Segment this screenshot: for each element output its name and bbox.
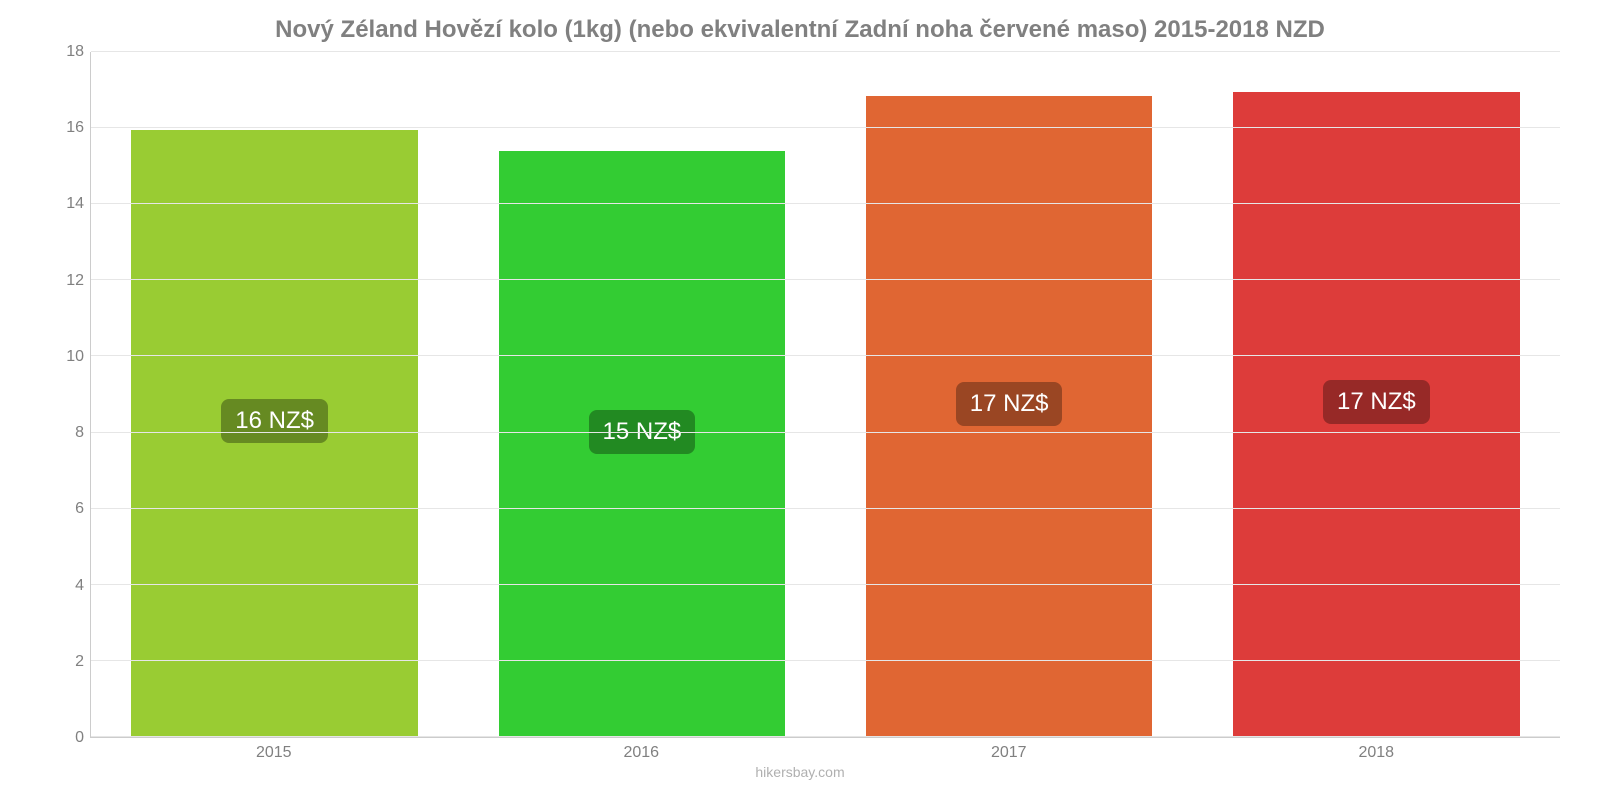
y-axis: 024681012141618 [40, 52, 90, 738]
x-tick-label: 2018 [1193, 744, 1561, 762]
attribution: hikersbay.com [40, 764, 1560, 780]
gridline [91, 508, 1560, 509]
bar: 17 NZ$ [866, 96, 1152, 737]
bar-slot: 16 NZ$ [91, 52, 458, 737]
gridline [91, 127, 1560, 128]
plot-area: 16 NZ$ 15 NZ$ 17 NZ$ 17 NZ$ [90, 52, 1560, 738]
y-tick-label: 16 [66, 119, 84, 137]
value-badge: 16 NZ$ [221, 399, 328, 443]
gridline [91, 660, 1560, 661]
gridline [91, 355, 1560, 356]
bar-slot: 15 NZ$ [458, 52, 825, 737]
gridline [91, 51, 1560, 52]
plot-row: 024681012141618 16 NZ$15 NZ$17 NZ$17 NZ$ [40, 52, 1560, 738]
bar-slot: 17 NZ$ [1193, 52, 1560, 737]
y-tick-label: 4 [75, 577, 84, 595]
gridline [91, 584, 1560, 585]
bar-chart: Nový Zéland Hovězí kolo (1kg) (nebo ekvi… [0, 0, 1600, 800]
bar: 16 NZ$ [131, 130, 417, 737]
gridline [91, 736, 1560, 737]
value-badge: 17 NZ$ [1323, 380, 1430, 424]
x-tick-label: 2015 [90, 744, 458, 762]
gridline [91, 432, 1560, 433]
x-labels: 2015201620172018 [90, 744, 1560, 762]
bars-container: 16 NZ$ 15 NZ$ 17 NZ$ 17 NZ$ [91, 52, 1560, 737]
y-tick-label: 6 [75, 500, 84, 518]
y-tick-label: 14 [66, 195, 84, 213]
x-axis: 2015201620172018 [40, 744, 1560, 762]
gridline [91, 203, 1560, 204]
x-tick-label: 2016 [458, 744, 826, 762]
y-tick-label: 0 [75, 729, 84, 747]
y-tick-label: 10 [66, 348, 84, 366]
x-tick-label: 2017 [825, 744, 1193, 762]
chart-title: Nový Zéland Hovězí kolo (1kg) (nebo ekvi… [40, 16, 1560, 44]
y-tick-label: 2 [75, 653, 84, 671]
y-tick-label: 18 [66, 43, 84, 61]
bar-slot: 17 NZ$ [826, 52, 1193, 737]
gridline [91, 279, 1560, 280]
bar: 15 NZ$ [499, 151, 785, 737]
y-tick-label: 8 [75, 424, 84, 442]
bar: 17 NZ$ [1233, 92, 1519, 737]
y-tick-label: 12 [66, 272, 84, 290]
value-badge: 17 NZ$ [956, 382, 1063, 426]
